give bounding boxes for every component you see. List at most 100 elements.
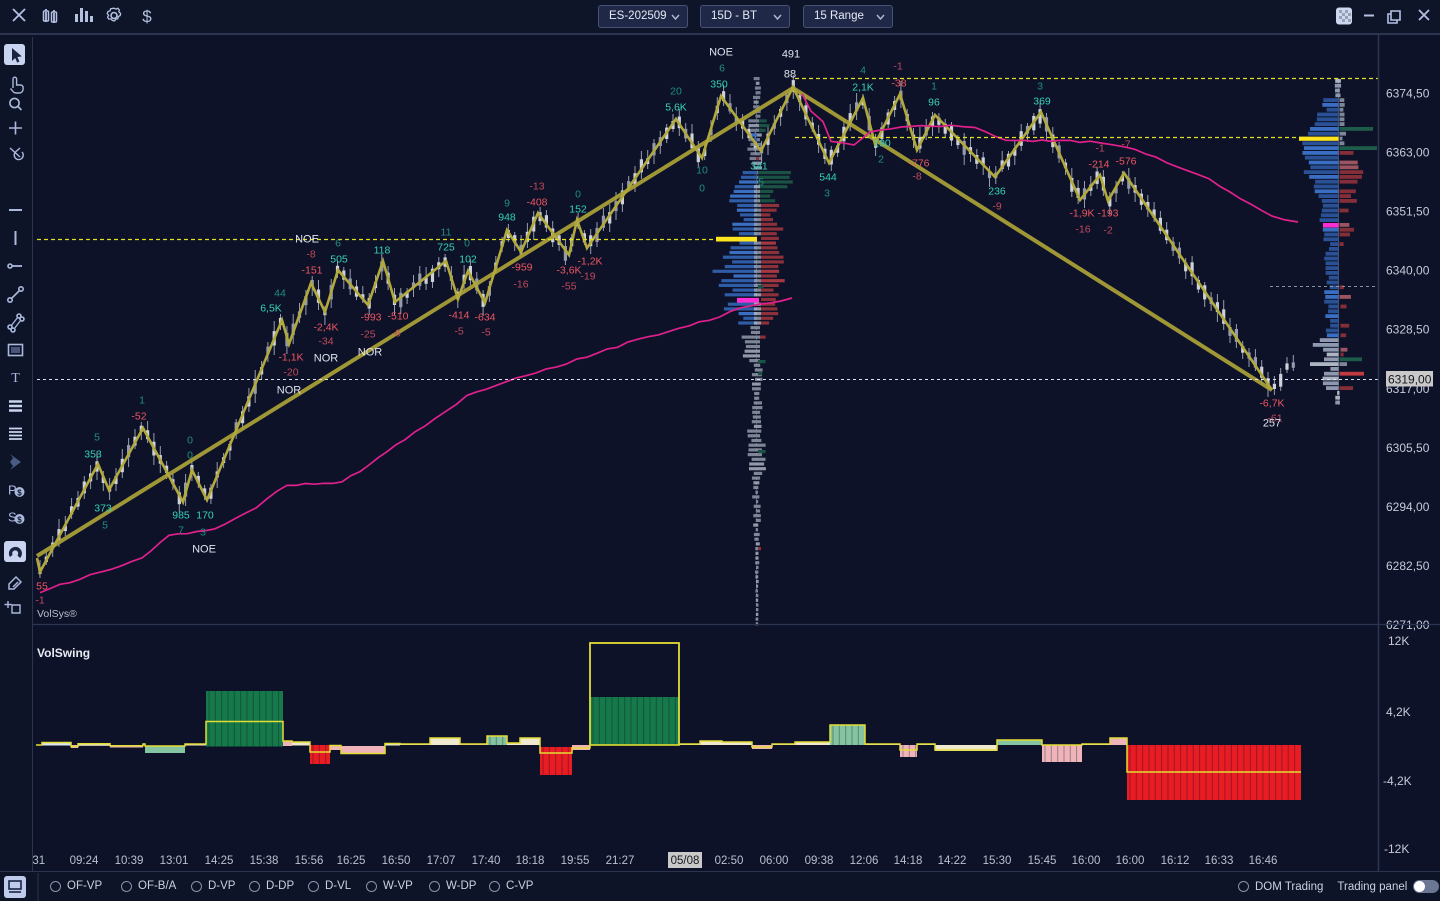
svg-text:4: 4 (860, 65, 866, 77)
svg-text:88: 88 (784, 69, 796, 81)
svg-text:-1,2K: -1,2K (577, 256, 602, 268)
svg-text:3: 3 (1037, 81, 1043, 93)
svg-text:236: 236 (988, 186, 1006, 198)
svg-text:16:25: 16:25 (337, 855, 366, 867)
svg-text:NOE: NOE (192, 544, 216, 556)
svg-text:0: 0 (464, 238, 470, 250)
svg-text:3: 3 (200, 527, 206, 539)
svg-text:NOR: NOR (314, 353, 339, 365)
svg-text:17:40: 17:40 (472, 855, 501, 867)
svg-text:190: 190 (873, 138, 891, 150)
svg-text:05/08: 05/08 (671, 855, 700, 867)
svg-text:$: $ (17, 489, 22, 498)
svg-text:-576: -576 (1115, 156, 1136, 168)
svg-text:$: $ (17, 516, 22, 525)
svg-text:10: 10 (696, 165, 708, 177)
svg-text:5: 5 (102, 520, 108, 532)
svg-text:2,1K: 2,1K (852, 82, 874, 94)
svg-text:6363,00: 6363,00 (1386, 146, 1430, 160)
svg-text:7: 7 (178, 525, 184, 537)
svg-text:-5: -5 (481, 327, 490, 339)
svg-text:6: 6 (335, 238, 341, 250)
svg-text:15:56: 15:56 (295, 855, 324, 867)
svg-text:4,2K: 4,2K (1386, 705, 1411, 719)
svg-text:-151: -151 (301, 265, 322, 277)
svg-text:15:45: 15:45 (1028, 855, 1057, 867)
svg-text:-7: -7 (1121, 139, 1130, 151)
svg-text:15:30: 15:30 (983, 855, 1012, 867)
svg-text:-20: -20 (283, 367, 298, 379)
svg-text:373: 373 (94, 503, 112, 515)
svg-text:1: 1 (139, 395, 145, 407)
svg-text:353: 353 (84, 449, 102, 461)
svg-text:-13: -13 (529, 181, 544, 193)
svg-text:-959: -959 (511, 262, 532, 274)
svg-text:350: 350 (710, 79, 728, 91)
svg-text:-5: -5 (454, 326, 463, 338)
svg-text:06:00: 06:00 (760, 855, 789, 867)
svg-text:-993: -993 (360, 312, 381, 324)
svg-text:6328,50: 6328,50 (1386, 323, 1430, 337)
svg-text:-1: -1 (35, 595, 44, 607)
svg-text:13:01: 13:01 (160, 855, 189, 867)
svg-text:257: 257 (1263, 418, 1281, 430)
svg-text:948: 948 (498, 212, 516, 224)
svg-text:-61: -61 (1267, 413, 1282, 425)
svg-text:6: 6 (719, 63, 725, 75)
svg-text:14:25: 14:25 (205, 855, 234, 867)
svg-text:19:55: 19:55 (561, 855, 590, 867)
svg-text:10:39: 10:39 (115, 855, 144, 867)
svg-text:16:12: 16:12 (1161, 855, 1190, 867)
svg-text:-2: -2 (1103, 225, 1112, 237)
svg-text:P: P (8, 483, 17, 498)
svg-text:NOE: NOE (709, 47, 733, 59)
svg-text:6282,50: 6282,50 (1386, 559, 1430, 573)
svg-text:16:50: 16:50 (382, 855, 411, 867)
svg-text:118: 118 (374, 245, 391, 257)
svg-text:-3,6K: -3,6K (556, 265, 581, 277)
svg-text:5: 5 (94, 432, 100, 444)
svg-text:6294,00: 6294,00 (1386, 500, 1430, 514)
svg-text:09:38: 09:38 (805, 855, 834, 867)
svg-text:-38: -38 (891, 78, 906, 90)
svg-text:09:24: 09:24 (70, 855, 99, 867)
svg-text:-6: -6 (391, 328, 400, 340)
svg-text:985: 985 (172, 510, 190, 522)
svg-text:544: 544 (819, 172, 837, 184)
svg-text:-634: -634 (474, 312, 495, 324)
svg-text:NOR: NOR (277, 385, 302, 397)
svg-text:44: 44 (274, 288, 286, 300)
svg-text:-776: -776 (908, 158, 929, 170)
svg-text:0: 0 (575, 189, 581, 201)
svg-text:3: 3 (824, 188, 830, 200)
svg-text:14:22: 14:22 (938, 855, 967, 867)
svg-text:-9: -9 (992, 201, 1001, 213)
svg-text:5: 5 (758, 177, 764, 189)
svg-text:2: 2 (878, 154, 884, 166)
svg-text:-6,7K: -6,7K (1259, 398, 1284, 410)
svg-text:6340,00: 6340,00 (1386, 264, 1430, 278)
svg-text:9: 9 (504, 198, 510, 210)
svg-text:6,5K: 6,5K (260, 303, 282, 315)
svg-text:369: 369 (1033, 96, 1051, 108)
svg-text:-2,4K: -2,4K (313, 322, 338, 334)
svg-text:6351,50: 6351,50 (1386, 205, 1430, 219)
svg-text:-414: -414 (448, 310, 469, 322)
svg-text:12:06: 12:06 (850, 855, 879, 867)
svg-text:-510: -510 (387, 311, 408, 323)
svg-text:5,6K: 5,6K (665, 102, 687, 114)
svg-text:491: 491 (782, 49, 800, 61)
svg-text:18:18: 18:18 (516, 855, 545, 867)
svg-text:14:18: 14:18 (894, 855, 923, 867)
svg-text:-25: -25 (360, 329, 375, 341)
svg-text:0: 0 (699, 183, 705, 195)
svg-text:16:00: 16:00 (1072, 855, 1101, 867)
svg-text:VolSwing: VolSwing (37, 646, 90, 660)
svg-text:0: 0 (187, 435, 193, 447)
svg-text:-408: -408 (526, 197, 547, 209)
svg-text:-1,9K: -1,9K (1069, 208, 1094, 220)
svg-text:505: 505 (330, 254, 348, 266)
svg-text:11: 11 (441, 227, 452, 239)
svg-text:8:31: 8:31 (33, 855, 45, 867)
svg-text:NOE: NOE (295, 234, 319, 246)
